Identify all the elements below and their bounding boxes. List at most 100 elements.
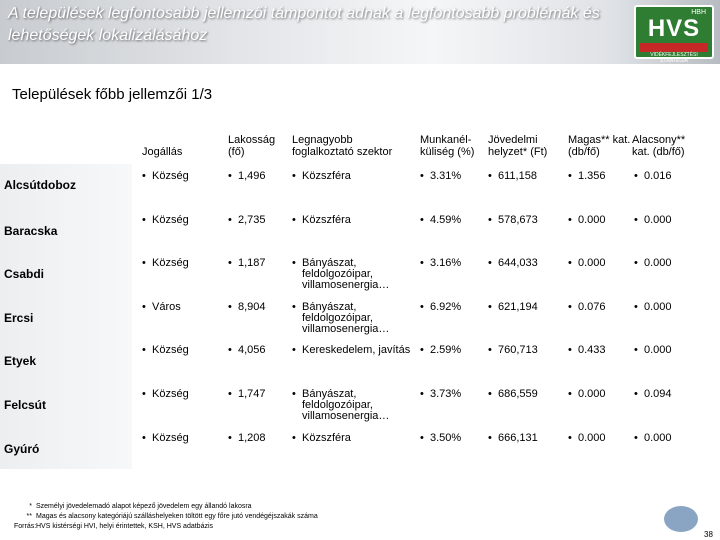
section-title: Települések főbb jellemzői 1/3 bbox=[12, 86, 213, 103]
bullet: • bbox=[420, 213, 424, 226]
bullet: • bbox=[420, 300, 424, 313]
col-legnagyobb: Legnagyobb foglalkoztató szektor bbox=[292, 134, 393, 158]
cell-jovedelmi: • 686,559 bbox=[488, 388, 538, 400]
table-row: Etyek • Község • 4,056 • Kereskedelem, javítás… bbox=[0, 340, 720, 383]
bullet: • bbox=[634, 170, 638, 182]
table-row: Csabdi • Község • 1,187 • Bányászat, feldolgoz… bbox=[0, 253, 720, 296]
cell-alacsony: • 0.000 bbox=[634, 344, 672, 357]
bullet: • bbox=[228, 431, 232, 444]
cell-szektor: • Közszféra bbox=[292, 213, 351, 226]
bullet: • bbox=[488, 257, 492, 270]
settlement-name: Csabdi bbox=[4, 267, 45, 282]
cell-alacsony: • 0.000 bbox=[634, 300, 672, 313]
cell-jovedelmi: • 611,158 bbox=[488, 170, 537, 182]
table-row: Gyúró • Község • 1,208 • Közszféra • 3.50% • 666,1… bbox=[0, 428, 720, 471]
footnote: * Személyi jövedelemadó alapot képező jöv… bbox=[29, 503, 252, 510]
bullet: • bbox=[568, 170, 572, 182]
cell-jogallas: • Község bbox=[142, 344, 189, 357]
bullet: • bbox=[420, 431, 424, 444]
cell-szektor: • Közszféra bbox=[292, 431, 351, 444]
col-alacsony: Alacsony** kat. (db/fő) bbox=[632, 134, 686, 158]
cell-alacsony: • 0.094 bbox=[634, 388, 672, 400]
bullet: • bbox=[634, 300, 638, 313]
cell-munkanelkuliseg: • 3.31% bbox=[420, 170, 462, 182]
col-magas: Magas** kat. (db/fő) bbox=[568, 134, 631, 158]
bullet: • bbox=[228, 213, 232, 226]
cell-jovedelmi: • 666,131 bbox=[488, 431, 538, 444]
bullet: • bbox=[228, 388, 232, 400]
footnote: ** Magas és alacsony kategóriájú szállásh… bbox=[26, 513, 318, 520]
cell-munkanelkuliseg: • 3.16% bbox=[420, 257, 462, 270]
bullet: • bbox=[568, 213, 572, 226]
cell-alacsony: • 0.000 bbox=[634, 257, 672, 270]
bullet: • bbox=[420, 388, 424, 400]
bullet: • bbox=[142, 257, 146, 270]
table-row: Ercsi • Város • 8,904 • Bányászat, feldolgozói… bbox=[0, 297, 720, 340]
bullet: • bbox=[634, 388, 638, 400]
bullet: • bbox=[488, 213, 492, 226]
cell-munkanelkuliseg: • 3.50% bbox=[420, 431, 462, 444]
cell-jovedelmi: • 760,713 bbox=[488, 344, 538, 357]
table-row: Baracska • Község • 2,735 • Közszféra • 4.59% • 57… bbox=[0, 210, 720, 253]
page-number: 38 bbox=[704, 530, 713, 539]
cell-szektor: • Közszféra bbox=[292, 170, 351, 182]
cell-magas: • 0.433 bbox=[568, 344, 606, 357]
bullet: • bbox=[568, 431, 572, 444]
bullet: • bbox=[292, 300, 296, 313]
bullet: • bbox=[568, 344, 572, 357]
bullet: • bbox=[488, 344, 492, 357]
bullet: • bbox=[488, 300, 492, 313]
cell-alacsony: • 0.016 bbox=[634, 170, 672, 182]
cell-magas: • 0.000 bbox=[568, 431, 606, 444]
bullet: • bbox=[420, 344, 424, 357]
cell-alacsony: • 0.000 bbox=[634, 213, 672, 226]
cell-magas: • 0.000 bbox=[568, 388, 606, 400]
cell-lakossag: • 1,208 bbox=[228, 431, 266, 444]
table-row: Alcsútdoboz • Község • 1,496 • Közszféra • 3.31%… bbox=[0, 166, 720, 209]
table-row: Felcsút • Község • 1,747 • Bányászat, feldolgo… bbox=[0, 384, 720, 427]
bullet: • bbox=[142, 300, 146, 313]
bullet: • bbox=[292, 170, 296, 182]
cell-munkanelkuliseg: • 3.73% bbox=[420, 388, 462, 400]
bullet: • bbox=[142, 344, 146, 357]
bullet: • bbox=[488, 170, 492, 182]
bullet: • bbox=[292, 388, 296, 400]
bullet: • bbox=[292, 213, 296, 226]
col-lakossag: Lakosság (fő) bbox=[228, 134, 276, 158]
bullet: • bbox=[142, 431, 146, 444]
header-banner: A települések legfontosabb jellemzői tám… bbox=[0, 0, 720, 64]
cell-jogallas: • Város bbox=[142, 300, 181, 313]
cell-magas: • 0.076 bbox=[568, 300, 606, 313]
cell-jogallas: • Község bbox=[142, 431, 189, 444]
cell-munkanelkuliseg: • 2.59% bbox=[420, 344, 462, 357]
page-title: A települések legfontosabb jellemzői tám… bbox=[8, 5, 600, 44]
cell-munkanelkuliseg: • 6.92% bbox=[420, 300, 462, 313]
footnote: Forrás:HVS kistérségi HVI, helyi érintet… bbox=[14, 523, 214, 530]
bullet: • bbox=[634, 257, 638, 270]
settlement-name: Alcsútdoboz bbox=[4, 178, 76, 192]
bullet: • bbox=[568, 300, 572, 313]
cell-magas: • 0.000 bbox=[568, 213, 606, 226]
bullet: • bbox=[228, 257, 232, 270]
bullet: • bbox=[488, 431, 492, 444]
settlement-name: Baracska bbox=[4, 223, 58, 238]
bullet: • bbox=[634, 344, 638, 357]
bullet: • bbox=[142, 213, 146, 226]
cell-munkanelkuliseg: • 4.59% bbox=[420, 213, 462, 226]
settlement-name: Etyek bbox=[4, 354, 37, 369]
bullet: • bbox=[488, 388, 492, 400]
bullet: • bbox=[228, 344, 232, 357]
cell-lakossag: • 1,747 bbox=[228, 388, 266, 400]
cell-szektor: • Kereskedelem, javítás bbox=[292, 344, 411, 357]
cell-lakossag: • 8,904 bbox=[228, 300, 266, 313]
bullet: • bbox=[568, 388, 572, 400]
settlement-name: Gyúró bbox=[4, 441, 40, 456]
bullet: • bbox=[420, 257, 424, 270]
bullet: • bbox=[142, 388, 146, 400]
col-jovedelmi: Jövedelmi helyzet* (Ft) bbox=[488, 134, 548, 158]
cell-lakossag: • 2,735 bbox=[228, 213, 266, 226]
hvs-logo: HBH HVS VIDÉKFEJLESZTÉSI STRATÉGIA bbox=[634, 5, 714, 64]
footnotes: * Személyi jövedelemadó alapot képező jöv… bbox=[14, 502, 318, 532]
cell-szektor: • Bányászat, feldolgozóipar, villamosener… bbox=[292, 300, 390, 335]
settlement-name: Felcsút bbox=[4, 398, 47, 412]
